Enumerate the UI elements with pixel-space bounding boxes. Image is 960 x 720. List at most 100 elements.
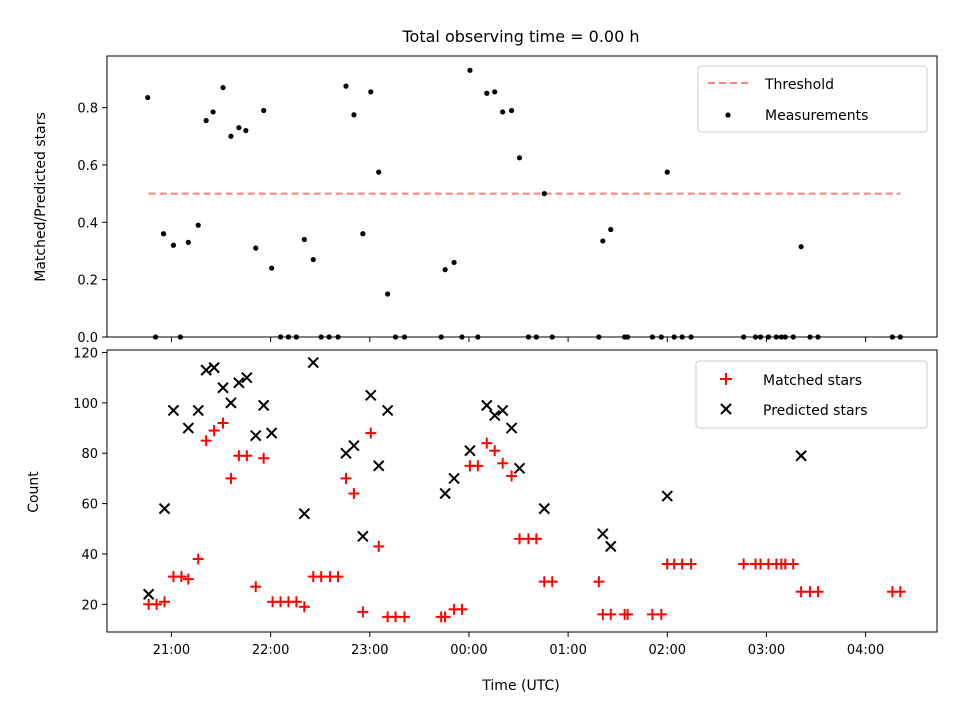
measurement-point — [261, 107, 267, 114]
predicted-star-point — [373, 460, 385, 472]
predicted-star-point — [217, 382, 229, 394]
predicted-star-point — [496, 404, 509, 417]
matched-star-point — [340, 472, 352, 484]
measurement-point — [508, 107, 515, 114]
matched-star-point — [506, 470, 518, 482]
predicted-star-point — [795, 450, 807, 462]
x-tick-label: 03:00 — [748, 643, 785, 658]
legend-predicted-label: Predicted stars — [763, 403, 868, 419]
measurement-point — [269, 265, 275, 271]
matched-star-point — [175, 571, 187, 583]
predicted-star-point — [489, 409, 501, 422]
predicted-star-point — [208, 361, 220, 374]
predicted-star-point — [265, 427, 278, 439]
bottom-legend: Matched stars Predicted stars — [695, 360, 928, 429]
measurement-point — [600, 238, 606, 244]
y-tick-label: 0.8 — [77, 102, 98, 117]
bottom-axes: 20 40 60 80 100 120 21:00 22:00 23:00 00:00 01:00… — [26, 347, 938, 694]
matched-star-point — [217, 417, 229, 429]
x-tick-label: 04:00 — [847, 643, 884, 658]
y-tick-label: 100 — [73, 397, 98, 412]
measurement-point — [541, 191, 547, 197]
predicted-star-point — [233, 377, 245, 389]
y-tick-label: 0.0 — [77, 331, 98, 346]
measurement-point — [376, 169, 382, 175]
measurement-point — [664, 169, 670, 175]
y-tick-label: 0.2 — [77, 274, 98, 289]
matched-star-point — [530, 533, 542, 545]
measurement-point — [451, 259, 457, 266]
predicted-star-point — [439, 487, 451, 500]
measurement-point — [467, 67, 473, 73]
measurement-point — [145, 94, 151, 101]
measurement-point — [203, 117, 209, 124]
x-tick-label: 01:00 — [549, 643, 586, 658]
bottom-x-ticks: 21:00 22:00 23:00 00:00 01:00 02:00 03:00 04:00 — [153, 632, 884, 658]
matched-star-point — [787, 558, 799, 570]
predicted-star-point — [241, 371, 253, 384]
matched-star-point — [200, 435, 212, 447]
chart-title: Total observing time = 0.00 h — [401, 27, 639, 46]
matched-star-point — [655, 608, 667, 620]
predicted-star-point — [225, 397, 237, 409]
count-points-layer — [142, 356, 906, 623]
matched-star-point — [685, 558, 697, 570]
matched-star-point — [605, 608, 617, 620]
legend-matched-swatch — [720, 373, 732, 385]
bottom-legend-frame — [695, 360, 928, 429]
measurement-point — [360, 231, 366, 237]
measurement-point — [608, 226, 614, 233]
measurement-point — [185, 239, 191, 245]
measurement-point — [351, 112, 357, 118]
matched-star-point — [290, 596, 302, 608]
x-axis-label: Time (UTC) — [481, 678, 559, 694]
matched-star-point — [439, 611, 451, 623]
measurement-point — [236, 125, 242, 131]
x-tick-label: 21:00 — [153, 643, 190, 658]
predicted-star-point — [200, 364, 212, 376]
x-tick-label: 02:00 — [649, 643, 686, 658]
y-tick-label: 20 — [81, 598, 98, 613]
measurement-point — [492, 89, 498, 95]
measurement-point — [160, 231, 167, 237]
predicted-star-point — [365, 389, 377, 402]
legend-predicted-swatch — [720, 403, 732, 415]
matched-star-point — [738, 558, 750, 570]
bottom-y-axis-label: Count — [26, 471, 42, 513]
matched-star-point — [812, 586, 824, 598]
top-y-axis-label: Matched/Predicted stars — [33, 112, 49, 282]
measurement-point — [516, 155, 523, 161]
measurement-point — [170, 242, 177, 248]
predicted-star-point — [307, 356, 319, 369]
predicted-star-point — [505, 422, 518, 434]
legend-matched-label: Matched stars — [763, 373, 862, 389]
x-tick-label: 00:00 — [450, 643, 487, 658]
matched-star-point — [472, 460, 484, 472]
measurement-point — [442, 267, 448, 273]
legend-threshold-label: Threshold — [764, 77, 834, 93]
predicted-star-point — [142, 588, 155, 600]
matched-star-point — [332, 571, 344, 583]
measurement-point — [195, 222, 201, 228]
top-legend: Threshold Measurements — [697, 65, 928, 133]
predicted-star-point — [597, 528, 609, 540]
measurement-point — [798, 244, 804, 250]
predicted-star-point — [448, 472, 460, 485]
matched-star-point — [241, 450, 253, 462]
predicted-star-point — [167, 404, 180, 417]
matched-star-point — [298, 601, 310, 613]
y-tick-label: 40 — [81, 548, 98, 563]
predicted-star-point — [513, 462, 526, 475]
predicted-star-point — [481, 399, 493, 412]
top-x-ticks — [170, 337, 867, 342]
measurement-point — [484, 90, 490, 96]
matched-star-point — [546, 576, 558, 588]
measurement-point — [220, 84, 226, 91]
measurement-point — [243, 127, 249, 134]
top-axes: 0.00.20.40.60.8 Matched/Predicted stars … — [33, 55, 938, 346]
bottom-axes-frame — [106, 349, 938, 633]
matched-star-point — [357, 606, 369, 618]
predicted-star-point — [182, 422, 195, 434]
matched-star-point — [481, 437, 493, 449]
